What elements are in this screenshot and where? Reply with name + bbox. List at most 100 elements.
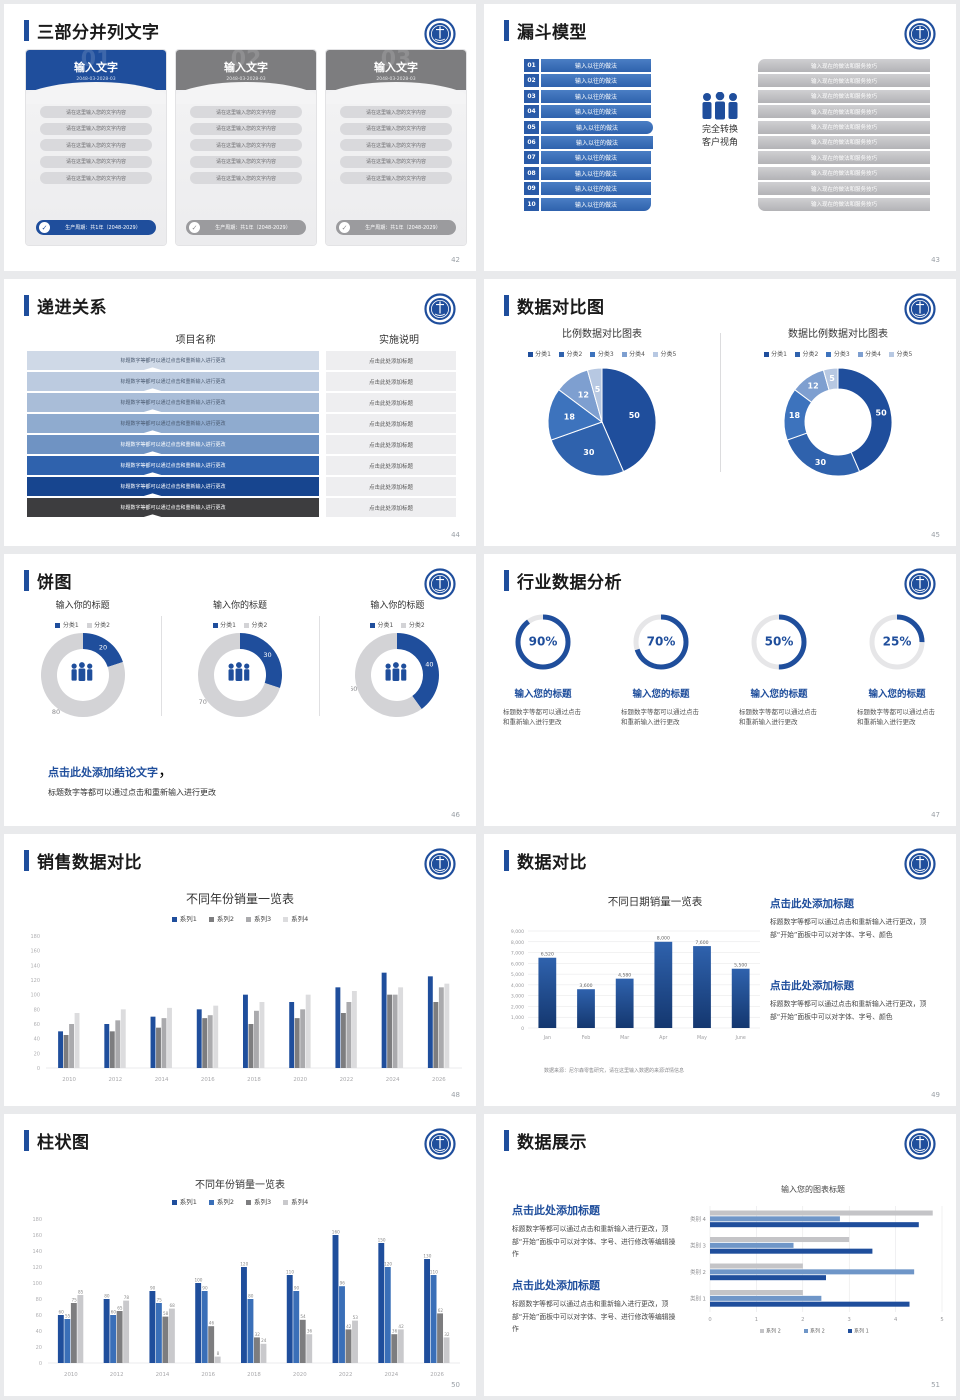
- svg-text:5: 5: [829, 374, 835, 383]
- chart-legend: 分类1 分类2: [161, 620, 318, 629]
- funnel-row[interactable]: 03 输入以往的做法: [524, 89, 653, 103]
- svg-text:0: 0: [521, 1026, 524, 1032]
- card-ghost-number: 03: [380, 50, 412, 72]
- donut-chart: 20 80: [4, 629, 161, 725]
- ring-label[interactable]: 输入您的标题: [750, 689, 808, 700]
- svg-text:60: 60: [111, 1309, 117, 1314]
- svg-text:2016: 2016: [201, 1372, 215, 1378]
- funnel-row[interactable]: 01 输入以往的做法: [524, 59, 653, 72]
- svg-text:4,000: 4,000: [511, 983, 524, 989]
- svg-text:180: 180: [32, 1217, 42, 1223]
- emblem-logo-icon: [424, 18, 456, 50]
- block-heading[interactable]: 点击此处添加标题: [512, 1204, 600, 1217]
- card-pill[interactable]: 请在这里输入您的文字内容: [40, 122, 152, 135]
- page-number: 50: [451, 1381, 460, 1389]
- funnel-right-list: 输入现在的做法和服务技巧 输入现在的做法和服务技巧 输入现在的做法和服务技巧 输入现在…: [758, 59, 930, 211]
- slide-51: 数据展示 点击此处添加标题 标题数字等都可以通过点击和重新输入进行更改，顶部“开…: [484, 1114, 956, 1396]
- block-heading[interactable]: 点击此处添加标题: [770, 898, 854, 910]
- donut-panel: 输入你的标题 分类1 分类2 20 80: [4, 598, 161, 725]
- svg-text:June: June: [734, 1035, 745, 1041]
- table-row[interactable]: 标题数字等都可以通过点击和重新输入进行更改 点击此处添加标题: [27, 372, 456, 391]
- funnel-right-item[interactable]: 输入现在的做法和服务技巧: [758, 182, 930, 196]
- funnel-row[interactable]: 08 输入以往的做法: [524, 166, 653, 180]
- legend-item: 分类4: [621, 349, 645, 358]
- card-pill[interactable]: 请在这里输入您的文字内容: [340, 139, 452, 151]
- donut-chart: 30 70: [161, 629, 318, 725]
- svg-text:160: 160: [32, 1233, 42, 1239]
- pie-chart: 50 30 18 12 5: [484, 366, 720, 482]
- slide-header: 行业数据分析: [504, 568, 622, 593]
- funnel-right-item[interactable]: 输入现在的做法和服务技巧: [758, 89, 930, 103]
- svg-text:2018: 2018: [247, 1077, 261, 1083]
- card-pill[interactable]: 请在这里输入您的文字内容: [340, 155, 452, 168]
- emblem-logo-icon: [904, 848, 936, 880]
- funnel-row[interactable]: 09 输入以往的做法: [524, 182, 653, 196]
- chart-title: 输入你的标题: [55, 601, 110, 611]
- card-pill[interactable]: 请在这里输入您的文字内容: [190, 172, 302, 184]
- ring-label[interactable]: 输入您的标题: [632, 689, 690, 700]
- card-pill[interactable]: 请在这里输入您的文字内容: [340, 122, 452, 135]
- block-heading[interactable]: 点击此处添加标题: [770, 980, 854, 992]
- title-accent-bar: [504, 295, 509, 316]
- table-row[interactable]: 标题数字等都可以通过点击和重新输入进行更改 点击此处添加标题: [27, 435, 456, 454]
- funnel-right-item[interactable]: 输入现在的做法和服务技巧: [758, 166, 930, 180]
- svg-text:100: 100: [194, 1277, 202, 1282]
- card-pill[interactable]: 请在这里输入您的文字内容: [40, 106, 152, 118]
- card-pill[interactable]: 请在这里输入您的文字内容: [190, 139, 302, 151]
- info-card[interactable]: 02 输入文字 2048-03-2028-03 请在这里输入您的文字内容 请在这…: [176, 50, 316, 245]
- page-number: 47: [931, 811, 940, 819]
- funnel-right-item[interactable]: 输入现在的做法和服务技巧: [758, 151, 930, 165]
- funnel-row[interactable]: 07 输入以往的做法: [524, 151, 653, 165]
- horizontal-bar-chart: 0 1 2 3 4 5 类别 1 类别 2 类别 3 类别 4 系列 2 系列 2 系列 1: [674, 1198, 952, 1342]
- row-project-name: 标题数字等都可以通过点击和重新输入进行更改: [27, 393, 319, 412]
- ring-label[interactable]: 输入您的标题: [514, 689, 572, 700]
- funnel-row[interactable]: 05 输入以往的做法: [524, 120, 653, 134]
- funnel-right-item[interactable]: 输入现在的做法和服务技巧: [758, 197, 930, 211]
- funnel-right-item[interactable]: 输入现在的做法和服务技巧: [758, 120, 930, 134]
- table-row[interactable]: 标题数字等都可以通过点击和重新输入进行更改 点击此处添加标题: [27, 414, 456, 433]
- svg-text:类别 4: 类别 4: [690, 1215, 706, 1223]
- funnel-row[interactable]: 10 输入以往的做法: [524, 197, 653, 211]
- funnel-step-number: 03: [524, 89, 539, 103]
- table-header: 项目名称 实施说明: [4, 331, 476, 346]
- block-heading[interactable]: 点击此处添加标题: [512, 1279, 600, 1292]
- funnel-right-item[interactable]: 输入现在的做法和服务技巧: [758, 105, 930, 119]
- funnel-step-label: 输入以往的做法: [541, 105, 651, 119]
- svg-text:3,600: 3,600: [579, 983, 592, 989]
- funnel-right-item[interactable]: 输入现在的做法和服务技巧: [758, 74, 930, 88]
- table-row[interactable]: 标题数字等都可以通过点击和重新输入进行更改 点击此处添加标题: [27, 351, 456, 370]
- svg-text:36: 36: [392, 1329, 398, 1334]
- funnel-right-item[interactable]: 输入现在的做法和服务技巧: [758, 59, 930, 72]
- card-pill[interactable]: 请在这里输入您的文字内容: [190, 106, 302, 118]
- funnel-row[interactable]: 02 输入以往的做法: [524, 74, 653, 88]
- card-pill[interactable]: 请在这里输入您的文字内容: [40, 172, 152, 184]
- table-row[interactable]: 标题数字等都可以通过点击和重新输入进行更改 点击此处添加标题: [27, 498, 456, 517]
- funnel-row[interactable]: 06 输入以往的做法: [524, 135, 653, 149]
- row-project-name: 标题数字等都可以通过点击和重新输入进行更改: [27, 351, 319, 370]
- card-pill[interactable]: 请在这里输入您的文字内容: [340, 106, 452, 118]
- svg-text:Feb: Feb: [582, 1035, 591, 1041]
- funnel-row[interactable]: 04 输入以往的做法: [524, 105, 653, 119]
- ring-label[interactable]: 输入您的标题: [868, 689, 926, 700]
- svg-text:系列 2: 系列 2: [766, 1328, 781, 1335]
- table-row[interactable]: 标题数字等都可以通过点击和重新输入进行更改 点击此处添加标题: [27, 477, 456, 496]
- slide-header: 漏斗模型: [504, 18, 587, 43]
- text-block: 点击此处添加标题 标题数字等都可以通过点击和重新输入进行更改，顶部“开始”面板中…: [512, 1202, 677, 1261]
- info-card[interactable]: 03 输入文字 2048-03-2028-03 请在这里输入您的文字内容 请在这…: [326, 50, 466, 245]
- info-card[interactable]: 01 输入文字 2048-03-2028-03 请在这里输入您的文字内容 请在这…: [26, 50, 166, 245]
- svg-text:20: 20: [99, 643, 107, 651]
- funnel-step-number: 02: [524, 74, 539, 88]
- card-pill[interactable]: 请在这里输入您的文字内容: [40, 139, 152, 151]
- table-row[interactable]: 标题数字等都可以通过点击和重新输入进行更改 点击此处添加标题: [27, 393, 456, 412]
- card-pill[interactable]: 请在这里输入您的文字内容: [340, 172, 452, 184]
- conclusion-text: 标题数字等都可以通过点击和重新输入进行更改: [48, 788, 216, 797]
- table-row[interactable]: 标题数字等都可以通过点击和重新输入进行更改 点击此处添加标题: [27, 456, 456, 475]
- column-header-project: 项目名称: [175, 335, 216, 346]
- card-footer-label: 生产周期：共1年（2048-2029）: [365, 225, 441, 231]
- card-pill[interactable]: 请在这里输入您的文字内容: [40, 155, 152, 168]
- card-pill[interactable]: 请在这里输入您的文字内容: [190, 155, 302, 168]
- svg-text:8,000: 8,000: [511, 940, 524, 946]
- funnel-right-item[interactable]: 输入现在的做法和服务技巧: [758, 135, 930, 149]
- page-title: 数据对比图: [517, 298, 605, 318]
- card-pill[interactable]: 请在这里输入您的文字内容: [190, 122, 302, 135]
